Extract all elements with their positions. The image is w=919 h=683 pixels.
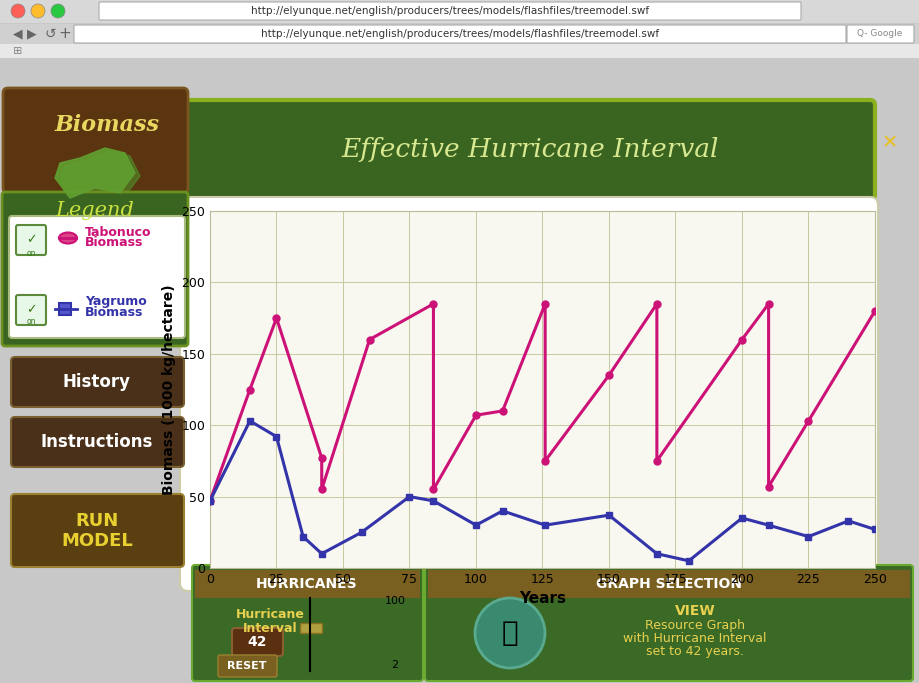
Text: VIEW: VIEW [674,604,715,618]
Text: Instructions: Instructions [40,433,153,451]
Text: Biomass: Biomass [85,236,143,249]
Text: http://elyunque.net/english/producers/trees/models/flashfiles/treemodel.swf: http://elyunque.net/english/producers/tr… [251,6,649,16]
Text: Biomass: Biomass [85,307,143,320]
FancyBboxPatch shape [11,357,184,407]
FancyBboxPatch shape [195,570,420,598]
Circle shape [31,4,45,18]
Bar [0,24,919,44]
Text: Interval: Interval [243,622,297,635]
Text: 42: 42 [247,635,267,649]
Text: Tabonuco: Tabonuco [85,225,152,238]
FancyBboxPatch shape [3,88,187,193]
FancyBboxPatch shape [16,225,46,255]
FancyBboxPatch shape [9,216,185,338]
Text: on: on [27,318,36,326]
Text: GRAPH SELECTION: GRAPH SELECTION [596,577,742,591]
FancyBboxPatch shape [2,192,187,346]
Text: 100: 100 [384,596,405,606]
FancyBboxPatch shape [846,25,913,43]
FancyBboxPatch shape [74,25,845,43]
Text: with Hurricane Interval: with Hurricane Interval [622,632,766,645]
Text: ⊞: ⊞ [13,46,23,56]
Bar [0,0,919,23]
Ellipse shape [59,232,77,244]
FancyBboxPatch shape [425,565,912,681]
Text: History: History [62,373,130,391]
Text: ✓: ✓ [26,234,36,247]
Text: on: on [27,249,36,257]
Text: Biomass: Biomass [55,114,160,136]
Text: 🔍: 🔍 [501,619,517,647]
Circle shape [474,598,544,668]
FancyBboxPatch shape [185,100,874,200]
Y-axis label: Biomass (1000 kg/hectare): Biomass (1000 kg/hectare) [162,284,176,494]
Text: ◀: ◀ [13,27,23,40]
Text: Effective Hurricane Interval: Effective Hurricane Interval [341,137,718,163]
Bar [300,623,322,633]
Bar [0,44,919,58]
Text: 2: 2 [391,660,398,670]
Text: ✕: ✕ [880,133,897,152]
FancyBboxPatch shape [218,655,277,677]
Text: ✓: ✓ [26,303,36,316]
Text: HURRICANES: HURRICANES [255,577,357,591]
Text: ↺: ↺ [44,27,56,41]
FancyBboxPatch shape [427,570,909,598]
Text: Legend: Legend [55,201,134,221]
FancyBboxPatch shape [180,197,877,591]
FancyBboxPatch shape [99,2,800,20]
X-axis label: Years: Years [518,591,565,607]
Text: Q- Google: Q- Google [857,29,902,38]
Text: +: + [59,27,72,42]
Text: set to 42 years.: set to 42 years. [645,645,743,658]
Text: RESET: RESET [227,661,267,671]
Text: ▶: ▶ [28,27,37,40]
FancyBboxPatch shape [16,295,46,325]
Text: Yagrumo: Yagrumo [85,296,147,309]
FancyBboxPatch shape [11,494,184,567]
Circle shape [51,4,65,18]
FancyBboxPatch shape [232,628,283,656]
Polygon shape [55,148,135,198]
Text: http://elyunque.net/english/producers/trees/models/flashfiles/treemodel.swf: http://elyunque.net/english/producers/tr… [261,29,658,39]
Text: Resource Graph: Resource Graph [644,619,744,632]
Polygon shape [60,151,140,201]
FancyBboxPatch shape [11,417,184,467]
Text: RUN
MODEL: RUN MODEL [61,512,132,550]
Text: Hurricane: Hurricane [235,609,304,622]
Circle shape [11,4,25,18]
FancyBboxPatch shape [192,565,423,681]
Bar [59,303,71,315]
